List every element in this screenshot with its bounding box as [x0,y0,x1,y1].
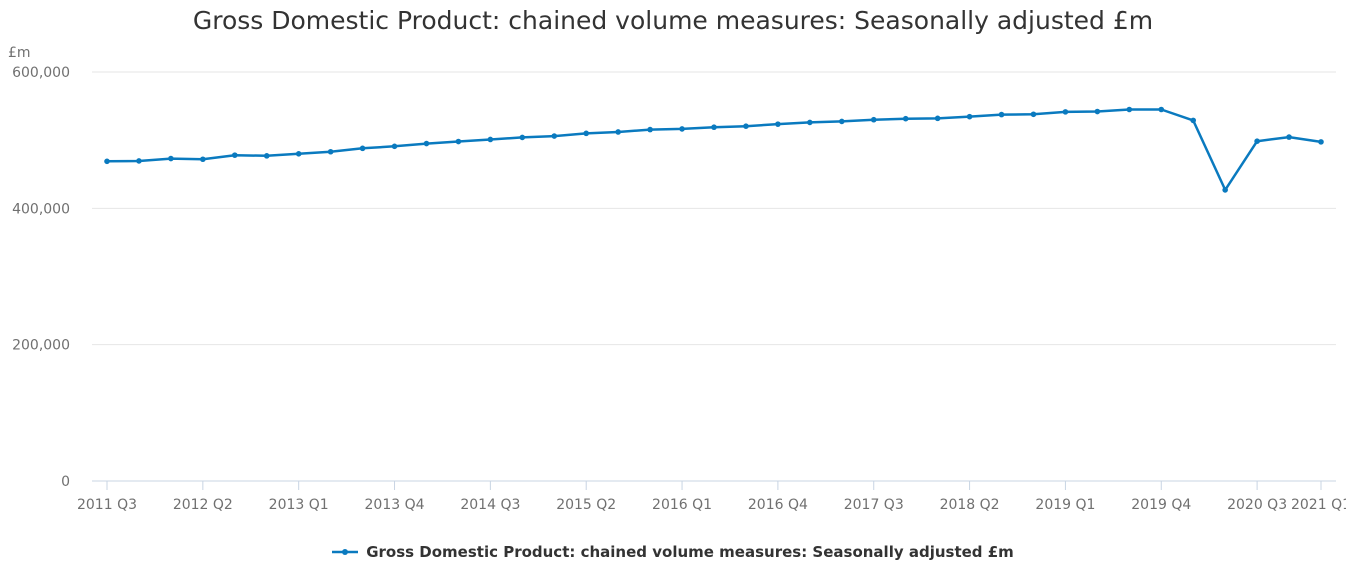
x-tick-label: 2019 Q1 [1035,497,1095,513]
chart-title: Gross Domestic Product: chained volume m… [192,6,1154,35]
data-point[interactable] [775,121,781,127]
data-point[interactable] [1158,106,1165,113]
data-point[interactable] [200,156,206,163]
data-point[interactable] [519,134,526,141]
data-point[interactable] [327,148,334,155]
data-point[interactable] [423,140,430,147]
data-point[interactable] [998,111,1005,118]
x-tick-label: 2021 Q1 [1291,497,1346,513]
data-point[interactable] [136,158,142,164]
data-point[interactable] [1190,117,1197,124]
data-point[interactable] [1126,106,1133,113]
data-point[interactable] [391,143,398,150]
x-axis: 2011 Q3 2012 Q2 2013 Q1 2013 Q4 2014 Q3 2015 … [77,481,1346,513]
data-point[interactable] [1062,109,1069,115]
data-point[interactable] [168,155,174,162]
data-point[interactable] [1254,138,1260,144]
data-point[interactable] [295,151,302,157]
y-tick-label: 600,000 [12,65,70,81]
data-point[interactable] [679,126,685,132]
x-tick-label: 2016 Q1 [652,497,712,513]
x-tick-label: 2016 Q4 [748,497,808,513]
y-axis: 0 200,000 400,000 600,000 £m [8,45,70,490]
x-tick-label: 2018 Q2 [940,497,1000,513]
gridlines [92,71,1336,482]
data-point[interactable] [1030,111,1037,118]
data-point[interactable] [231,152,238,158]
x-tick-label: 2020 Q3 [1227,497,1287,513]
data-point[interactable] [870,116,877,123]
legend-item[interactable]: Gross Domestic Product: chained volume m… [332,543,1014,561]
legend-label: Gross Domestic Product: chained volume m… [366,543,1014,561]
data-point[interactable] [1318,139,1324,145]
data-point[interactable] [583,130,590,137]
legend-line-marker-icon [332,549,359,555]
legend: Gross Domestic Product: chained volume m… [0,543,1346,561]
x-tick-label: 2015 Q2 [556,497,616,513]
x-tick-label: 2012 Q2 [173,497,233,513]
data-point[interactable] [902,115,909,122]
y-tick-label: 400,000 [12,201,70,217]
data-point[interactable] [615,129,621,135]
data-point[interactable] [263,153,270,159]
x-tick-label: 2017 Q3 [844,497,904,513]
data-point[interactable] [1286,134,1292,140]
data-point[interactable] [455,138,462,145]
x-tick-label: 2019 Q4 [1131,497,1191,513]
data-point[interactable] [647,126,653,133]
x-tick-label: 2013 Q1 [269,497,329,513]
x-tick-label: 2014 Q3 [460,497,520,513]
x-tick-label: 2011 Q3 [77,497,137,513]
data-point[interactable] [934,115,941,122]
data-point[interactable] [551,133,558,139]
data-point[interactable] [1222,187,1228,193]
data-point[interactable] [711,124,717,131]
y-axis-label: £m [8,45,31,61]
series-layer [104,106,1324,193]
y-tick-label: 0 [61,474,70,490]
data-point[interactable] [838,118,845,125]
data-point[interactable] [104,158,110,165]
data-point[interactable] [1094,108,1101,115]
data-point[interactable] [359,145,366,152]
y-tick-label: 200,000 [12,338,70,354]
data-point[interactable] [807,119,813,126]
series-line [106,108,1322,192]
data-point[interactable] [966,113,973,120]
data-point[interactable] [487,136,494,143]
x-tick-label: 2013 Q4 [365,497,425,513]
data-point[interactable] [743,123,749,129]
